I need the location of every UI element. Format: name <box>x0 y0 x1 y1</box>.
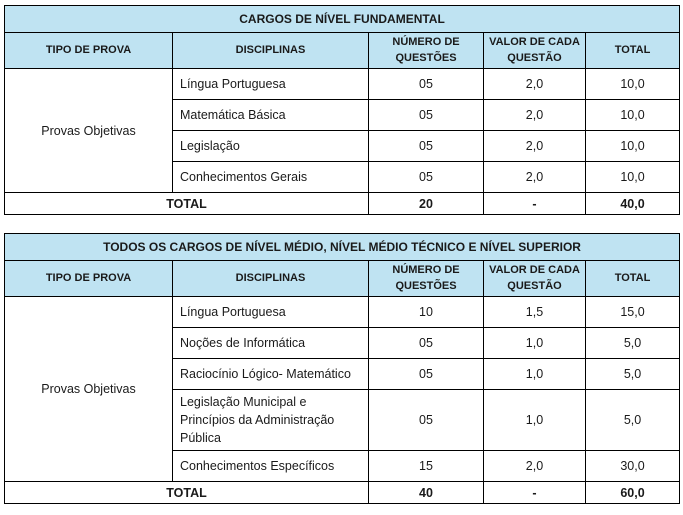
table-row: Provas Objetivas Língua Portuguesa 10 1,… <box>4 295 681 483</box>
total-valor-questao: - <box>483 481 586 505</box>
table-row: Legislação Municipal e Princípios da Adm… <box>5 388 681 452</box>
column-header-valor-de-cada-questao: VALOR DE CADA QUESTÃO <box>483 260 586 297</box>
numero-questoes-cell: 05 <box>368 130 484 162</box>
table-row: Conhecimentos Gerais 05 2,0 10,0 <box>5 161 681 193</box>
valor-questao-cell: 2,0 <box>483 130 586 162</box>
valor-questao-cell: 2,0 <box>483 99 586 131</box>
table-row: Matemática Básica 05 2,0 10,0 <box>5 99 681 131</box>
table-title-row: CARGOS DE NÍVEL FUNDAMENTAL <box>3 5 681 33</box>
total-cell: 10,0 <box>584 68 681 100</box>
numero-questoes-cell: 05 <box>368 327 484 359</box>
disciplina-cell: Matemática Básica <box>172 99 369 131</box>
disciplina-cell: Conhecimentos Específicos <box>172 450 369 483</box>
valor-questao-cell: 2,0 <box>483 450 586 483</box>
column-header-disciplinas: DISCIPLINAS <box>172 260 369 297</box>
total-row: TOTAL 40 - 60,0 <box>4 481 681 505</box>
table-title: TODOS OS CARGOS DE NÍVEL MÉDIO, NÍVEL MÉ… <box>3 233 681 261</box>
column-header-valor-de-cada-questao: VALOR DE CADA QUESTÃO <box>483 32 586 69</box>
column-header-tipo-de-prova: TIPO DE PROVA <box>4 260 173 297</box>
total-cell: 10,0 <box>584 130 681 162</box>
column-header-numero-de-questoes: NÚMERO DE QUESTÕES <box>368 32 484 69</box>
total-cell: 15,0 <box>584 296 681 328</box>
total-cell: 10,0 <box>584 161 681 193</box>
valor-questao-cell: 1,5 <box>483 296 586 328</box>
total-numero-questoes: 20 <box>368 192 484 215</box>
table-title-row: TODOS OS CARGOS DE NÍVEL MÉDIO, NÍVEL MÉ… <box>3 233 681 261</box>
total-cell: 10,0 <box>584 99 681 131</box>
valor-questao-cell: 1,0 <box>483 388 586 452</box>
disciplina-cell: Legislação <box>172 130 369 162</box>
valor-questao-cell: 1,0 <box>483 358 586 390</box>
valor-questao-cell: 2,0 <box>483 161 586 193</box>
numero-questoes-cell: 05 <box>368 358 484 390</box>
column-header-total: TOTAL <box>584 260 681 297</box>
total-cell: 5,0 <box>584 358 681 390</box>
total-label: TOTAL <box>4 192 369 215</box>
numero-questoes-cell: 15 <box>368 450 484 483</box>
column-header-tipo-de-prova: TIPO DE PROVA <box>4 32 173 69</box>
valor-questao-cell: 1,0 <box>483 327 586 359</box>
tipo-de-prova-cell: Provas Objetivas <box>4 295 173 483</box>
total-valor-questao: - <box>483 192 586 215</box>
disciplina-text: Legislação Municipal e Princípios da Adm… <box>180 395 335 446</box>
total-pontos: 40,0 <box>584 192 681 215</box>
numero-questoes-cell: 05 <box>368 161 484 193</box>
total-cell: 5,0 <box>584 388 681 452</box>
total-pontos: 60,0 <box>584 481 681 505</box>
table-title: CARGOS DE NÍVEL FUNDAMENTAL <box>3 5 681 33</box>
total-label: TOTAL <box>4 481 369 505</box>
tipo-de-prova-cell: Provas Objetivas <box>4 68 173 193</box>
total-numero-questoes: 40 <box>368 481 484 505</box>
table-row: Conhecimentos Específicos 15 2,0 30,0 <box>5 450 681 483</box>
disciplina-cell: Língua Portuguesa <box>172 296 369 328</box>
table-row: Legislação 05 2,0 10,0 <box>5 130 681 162</box>
exam-table-medio-superior: TODOS OS CARGOS DE NÍVEL MÉDIO, NÍVEL MÉ… <box>3 233 681 505</box>
exam-table-fundamental: CARGOS DE NÍVEL FUNDAMENTAL TIPO DE PROV… <box>3 5 681 215</box>
disciplina-cell: Raciocínio Lógico- Matemático <box>172 358 369 390</box>
numero-questoes-cell: 05 <box>368 68 484 100</box>
numero-questoes-cell: 05 <box>368 99 484 131</box>
numero-questoes-cell: 10 <box>368 296 484 328</box>
table-row: Raciocínio Lógico- Matemático 05 1,0 5,0 <box>5 358 681 390</box>
table-row: Noções de Informática 05 1,0 5,0 <box>5 327 681 359</box>
disciplina-cell: Língua Portuguesa <box>172 68 369 100</box>
total-cell: 5,0 <box>584 327 681 359</box>
valor-questao-cell: 2,0 <box>483 68 586 100</box>
column-header-total: TOTAL <box>584 32 681 69</box>
disciplina-cell: Noções de Informática <box>172 327 369 359</box>
numero-questoes-cell: 05 <box>368 388 484 452</box>
column-header-row: TIPO DE PROVA DISCIPLINAS NÚMERO DE QUES… <box>4 32 681 69</box>
disciplina-cell: Conhecimentos Gerais <box>172 161 369 193</box>
total-cell: 30,0 <box>584 450 681 483</box>
column-header-disciplinas: DISCIPLINAS <box>172 32 369 69</box>
column-header-row: TIPO DE PROVA DISCIPLINAS NÚMERO DE QUES… <box>4 260 681 297</box>
total-row: TOTAL 20 - 40,0 <box>4 192 681 215</box>
table-row: Provas Objetivas Língua Portuguesa 05 2,… <box>4 68 681 193</box>
document-page: CARGOS DE NÍVEL FUNDAMENTAL TIPO DE PROV… <box>3 5 681 505</box>
disciplina-cell: Legislação Municipal e Princípios da Adm… <box>172 388 369 452</box>
column-header-numero-de-questoes: NÚMERO DE QUESTÕES <box>368 260 484 297</box>
